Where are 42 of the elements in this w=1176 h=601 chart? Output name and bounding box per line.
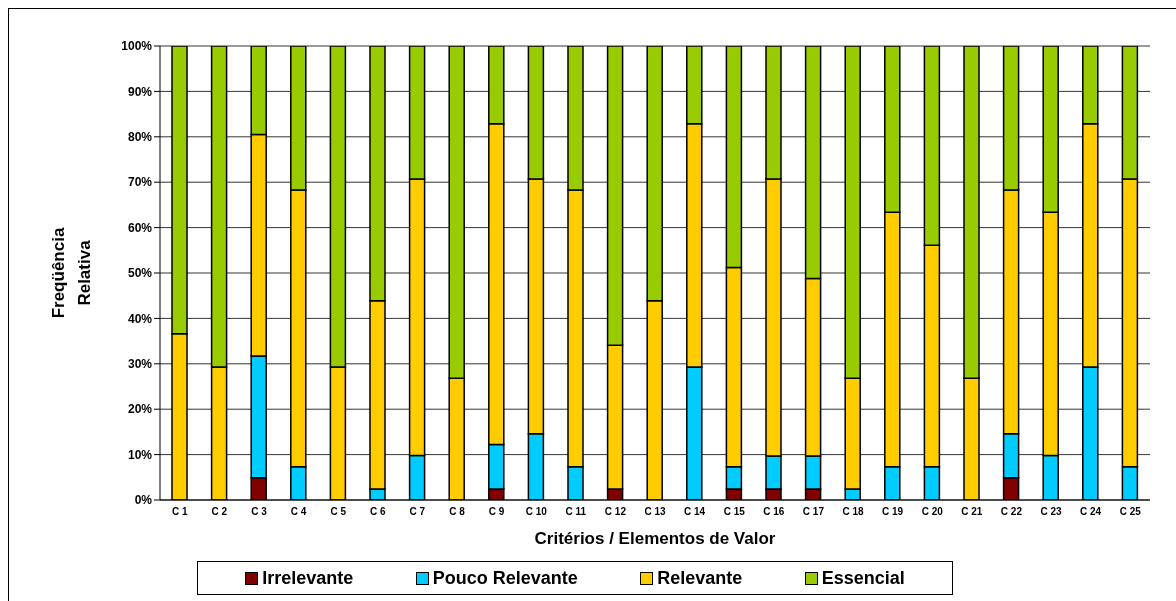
x-tick-label: C 16 (763, 506, 785, 518)
x-tick-label: C 23 (1040, 506, 1062, 518)
x-tick-label: C 6 (370, 506, 387, 518)
x-tick-label: C 4 (290, 506, 307, 518)
legend-label: Irrelevante (262, 567, 354, 589)
y-tick-label: 50% (127, 266, 153, 281)
x-tick-label: C 22 (1000, 506, 1023, 518)
y-tick-label: 90% (127, 84, 153, 99)
x-tick-label: C 10 (525, 506, 548, 518)
x-axis-title: Critérios / Elementos de Valor (534, 529, 776, 548)
x-tick-label: C 25 (1119, 506, 1142, 518)
y-tick-label: 10% (127, 447, 153, 462)
x-tick-label: C 12 (604, 506, 627, 518)
y-tick-label: 100% (121, 39, 153, 54)
legend-label: Pouco Relevante (432, 567, 578, 589)
y-axis-title: Freqüência Relativa (49, 227, 94, 319)
x-tick-label: C 9 (488, 506, 505, 518)
x-tick-label: C 2 (211, 506, 228, 518)
x-tick-label: C 14 (684, 506, 706, 518)
x-tick-label: C 18 (842, 506, 864, 518)
x-tick-label: C 15 (723, 506, 746, 518)
x-tick-label: C 17 (802, 506, 825, 518)
x-tick-label: C 8 (449, 506, 466, 518)
legend-label: Essencial (821, 567, 905, 589)
y-tick-label: 20% (127, 402, 153, 417)
x-tick-label: C 24 (1080, 506, 1102, 518)
x-tick-label: C 11 (565, 506, 587, 518)
x-tick-label: C 21 (961, 506, 983, 518)
y-tick-label: 40% (127, 311, 153, 326)
legend-label: Relevante (657, 567, 743, 589)
y-tick-label: 60% (127, 220, 153, 235)
x-tick-label: C 3 (251, 506, 268, 518)
x-tick-label: C 19 (882, 506, 904, 518)
x-tick-label: C 1 (172, 506, 189, 518)
x-tick-label: C 20 (921, 506, 944, 518)
y-tick-label: 80% (127, 130, 153, 145)
x-tick-label: C 5 (330, 506, 347, 518)
y-tick-label: 70% (127, 175, 153, 190)
y-tick-label: 0% (134, 493, 153, 508)
x-tick-label: C 7 (409, 506, 426, 518)
x-tick-label: C 13 (644, 506, 666, 518)
y-tick-label: 30% (127, 357, 153, 372)
